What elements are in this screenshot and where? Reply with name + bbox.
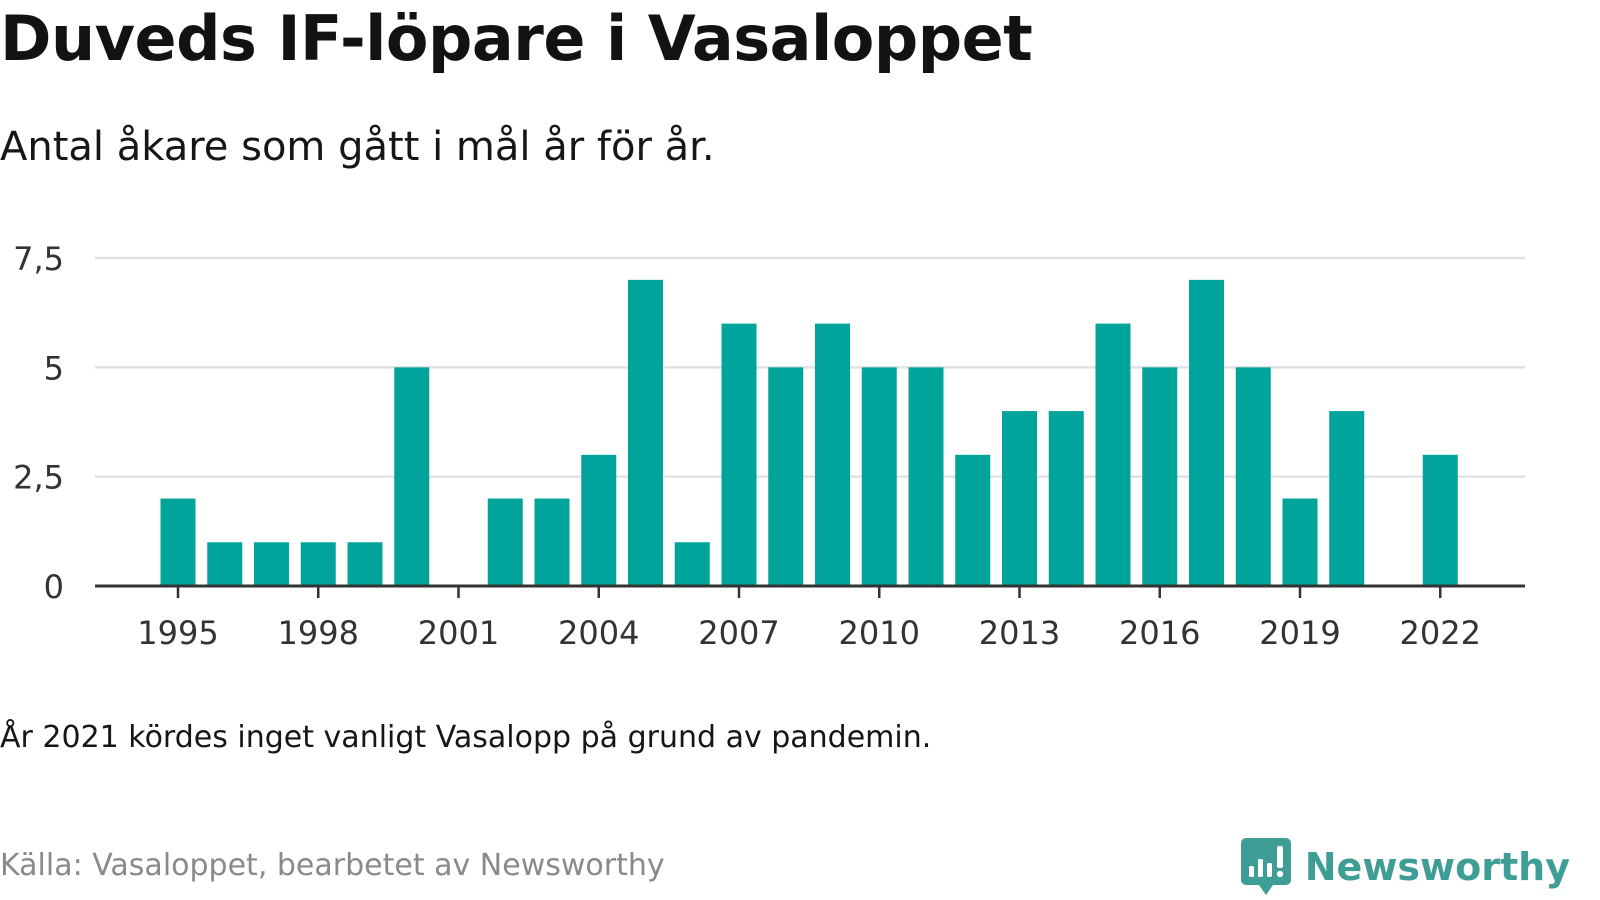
x-tick-label: 2001 xyxy=(418,614,499,652)
bar-2022 xyxy=(1422,454,1458,586)
bar-2006 xyxy=(674,542,710,586)
x-axis-labels: 1995 1998 2001 2004 2007 2010 2013 2016 2019 2022 xyxy=(137,614,1481,652)
x-tick-label: 2013 xyxy=(979,614,1060,652)
bar-1997 xyxy=(254,542,289,586)
bar-2012 xyxy=(955,454,991,586)
y-tick-label: 2,5 xyxy=(13,459,64,497)
bars xyxy=(160,279,1458,586)
bar-2002 xyxy=(487,498,523,586)
x-tick-label: 2022 xyxy=(1400,614,1481,652)
bar-2017 xyxy=(1189,279,1224,586)
chart-title: Duveds IF-löpare i Vasaloppet xyxy=(0,2,1033,75)
x-tick-label: 1998 xyxy=(278,614,359,652)
newsworthy-brand: Newsworthy xyxy=(1240,838,1570,896)
bar-2004 xyxy=(581,454,617,586)
brand-name: Newsworthy xyxy=(1304,845,1570,889)
y-tick-label: 5 xyxy=(44,349,64,387)
bar-1998 xyxy=(300,542,336,586)
y-tick-label: 0 xyxy=(44,568,64,606)
chart-subtitle: Antal åkare som gått i mål år för år. xyxy=(0,124,715,170)
bar-2019 xyxy=(1282,498,1318,586)
bar-2014 xyxy=(1048,411,1084,586)
bar-2010 xyxy=(861,367,897,586)
bar-1999 xyxy=(347,542,383,586)
bar-2000 xyxy=(394,367,430,586)
bar-chart: 0 2,5 5 7,5 1995 1998 2001 2004 2007 2010 2013 201… xyxy=(13,240,1525,652)
y-axis-labels: 0 2,5 5 7,5 xyxy=(13,240,64,606)
bar-2009 xyxy=(815,323,850,586)
bar-2013 xyxy=(1002,411,1037,586)
bar-1995 xyxy=(160,498,196,586)
x-tick-label: 2019 xyxy=(1259,614,1340,652)
bar-2005 xyxy=(628,279,663,586)
newsworthy-logo-icon xyxy=(1240,838,1291,895)
bar-2018 xyxy=(1235,367,1271,586)
x-tick-label: 2007 xyxy=(698,614,779,652)
x-tick-label: 2016 xyxy=(1119,614,1200,652)
bar-2020 xyxy=(1329,411,1365,586)
bar-2015 xyxy=(1095,323,1131,586)
source-text: Källa: Vasaloppet, bearbetet av Newswort… xyxy=(0,848,665,883)
bar-2003 xyxy=(534,498,570,586)
bar-2007 xyxy=(721,323,757,586)
bar-1996 xyxy=(207,542,243,586)
x-tick-label: 2010 xyxy=(839,614,920,652)
x-tick-label: 1995 xyxy=(137,614,218,652)
bar-2008 xyxy=(768,367,804,586)
gridlines xyxy=(95,256,1525,478)
bar-2011 xyxy=(908,367,944,586)
y-tick-label: 7,5 xyxy=(13,240,64,278)
bar-2016 xyxy=(1142,367,1178,586)
x-axis xyxy=(95,584,1525,598)
chart-note: År 2021 kördes inget vanligt Vasalopp på… xyxy=(0,720,932,755)
x-tick-label: 2004 xyxy=(558,614,639,652)
